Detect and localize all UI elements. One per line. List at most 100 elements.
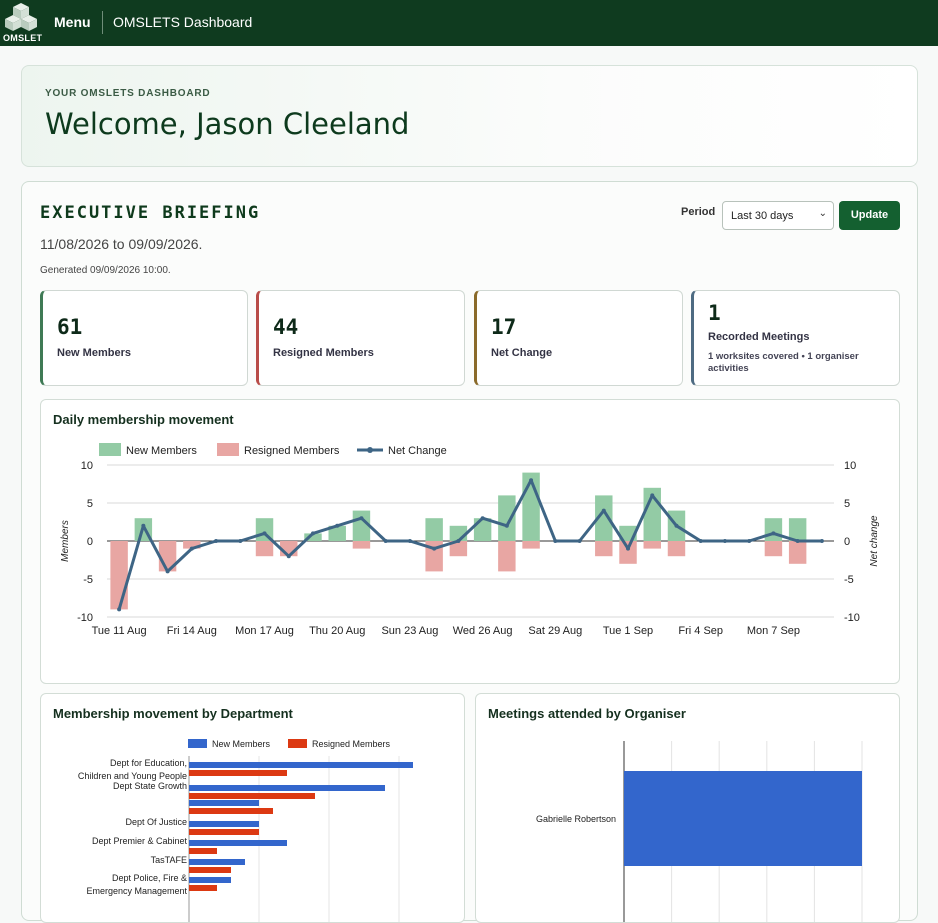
resigned-members-bar — [667, 541, 686, 557]
briefing-generated: Generated 09/09/2026 10:00. — [40, 265, 171, 276]
dept-resigned-bar — [189, 808, 273, 814]
organiser-bar — [624, 771, 862, 866]
y-tick-label: -5 — [83, 574, 93, 586]
top-navbar: OMSLET Menu OMSLETS Dashboard — [0, 0, 938, 46]
dept-category-label: Dept State Growth — [113, 781, 187, 791]
net-change-point — [165, 569, 170, 574]
update-button[interactable]: Update — [839, 201, 900, 230]
stat-label: Recorded Meetings — [708, 331, 810, 343]
x-tick-label: Mon 7 Sep — [747, 625, 800, 637]
navbar-divider — [102, 11, 103, 34]
resigned-members-bar — [522, 541, 540, 549]
net-change-point — [722, 539, 727, 543]
net-change-point — [383, 539, 388, 543]
net-change-point — [262, 531, 267, 536]
stat-subtext: 1 worksites covered • 1 organiser activi… — [708, 351, 859, 374]
net-change-point — [771, 531, 776, 536]
resigned-members-bar — [595, 541, 613, 557]
net-change-point — [214, 539, 219, 543]
net-change-point — [747, 539, 752, 543]
dept-new-bar — [189, 762, 413, 768]
x-tick-label: Sat 29 Aug — [528, 625, 582, 637]
legend-swatch — [288, 739, 307, 748]
net-change-point — [286, 554, 291, 559]
y2-tick-label: -5 — [844, 574, 854, 586]
net-change-point — [795, 539, 800, 543]
dept-resigned-bar — [189, 770, 287, 776]
dept-category-label: Children and Young People — [78, 771, 187, 781]
dept-category-label: Dept for Education, — [110, 758, 187, 768]
y-tick-label: 0 — [87, 536, 93, 548]
legend-swatch — [188, 739, 207, 748]
stat-label: Net Change — [491, 347, 553, 359]
logo-text: OMSLET — [3, 33, 43, 43]
stat-card-recorded-meetings: 1 Recorded Meetings 1 worksites covered … — [691, 290, 900, 386]
x-tick-label: Tue 11 Aug — [92, 625, 147, 637]
new-members-bar — [788, 518, 807, 541]
period-select[interactable]: Last 30 days ⌄ — [722, 201, 834, 230]
stat-value: 17 — [491, 315, 517, 339]
x-tick-label: Fri 4 Sep — [678, 625, 723, 637]
stat-value: 61 — [57, 315, 83, 339]
resigned-members-bar — [764, 541, 783, 557]
department-chart: New Members Resigned Members Dept for Educ… — [78, 739, 413, 922]
net-change-point — [359, 516, 364, 521]
net-change-point — [117, 607, 122, 612]
y2-tick-label: 10 — [844, 460, 856, 472]
new-members-bar — [595, 495, 613, 541]
chevron-down-icon: ⌄ — [818, 208, 827, 219]
y2-axis-title: Net change — [869, 515, 880, 567]
stat-card-resigned-members: 44 Resigned Members — [256, 290, 465, 386]
dept-category-label: Dept Premier & Cabinet — [92, 836, 188, 846]
net-change-point — [141, 523, 146, 528]
department-panel: Membership movement by Department New Me… — [40, 693, 465, 923]
y2-tick-label: 0 — [844, 536, 850, 548]
dept-resigned-bar — [189, 885, 217, 891]
net-change-point — [310, 531, 315, 536]
menu-button[interactable]: Menu — [54, 14, 91, 30]
daily-movement-chart: New Members Resigned Members Net Change 10 1… — [60, 443, 880, 637]
stat-card-new-members: 61 New Members — [40, 290, 248, 386]
new-members-bar — [328, 525, 346, 541]
net-change-point — [407, 539, 412, 543]
net-change-point — [626, 546, 631, 551]
department-chart-title: Membership movement by Department — [53, 706, 293, 721]
net-change-point — [819, 539, 824, 543]
y-tick-label: -10 — [77, 612, 93, 624]
briefing-title: EXECUTIVE BRIEFING — [40, 203, 261, 223]
dept-new-bar — [189, 821, 259, 827]
net-change-point — [553, 539, 558, 543]
legend-swatch — [217, 443, 239, 456]
omslet-logo-icon[interactable] — [2, 3, 44, 45]
net-change-point — [674, 523, 679, 528]
net-change-point — [601, 508, 606, 513]
dept-new-bar — [189, 859, 245, 865]
y-tick-label: 10 — [81, 460, 93, 472]
y-axis-title: Members — [60, 520, 71, 562]
welcome-title: Welcome, Jason Cleeland — [45, 107, 410, 141]
x-tick-label: Wed 26 Aug — [453, 625, 513, 637]
net-change-point — [650, 493, 655, 498]
net-change-point — [335, 523, 340, 528]
legend-label: Resigned Members — [312, 739, 391, 749]
organiser-chart-title: Meetings attended by Organiser — [488, 706, 686, 721]
resigned-members-bar — [255, 541, 274, 557]
app-title[interactable]: OMSLETS Dashboard — [113, 14, 253, 30]
new-members-bar — [425, 518, 443, 541]
x-tick-label: Mon 17 Aug — [235, 625, 294, 637]
welcome-kicker: YOUR OMSLETS DASHBOARD — [45, 88, 211, 99]
resigned-members-bar — [449, 541, 468, 557]
y2-tick-label: 5 — [844, 498, 850, 510]
dept-category-label: TasTAFE — [151, 855, 187, 865]
dept-new-bar — [189, 877, 231, 883]
y-tick-label: 5 — [87, 498, 93, 510]
daily-movement-panel: Daily membership movement New Members Res… — [40, 399, 900, 684]
resigned-members-bar — [498, 541, 516, 572]
period-label: Period — [681, 206, 716, 218]
dept-resigned-bar — [189, 829, 259, 835]
resigned-members-bar — [352, 541, 371, 549]
organiser-chart: Gabrielle Robertson — [536, 741, 863, 922]
y2-tick-label: -10 — [844, 612, 860, 624]
welcome-card: YOUR OMSLETS DASHBOARD Welcome, Jason Cl… — [21, 65, 918, 167]
dept-category-label: Dept Police, Fire & — [112, 873, 187, 883]
